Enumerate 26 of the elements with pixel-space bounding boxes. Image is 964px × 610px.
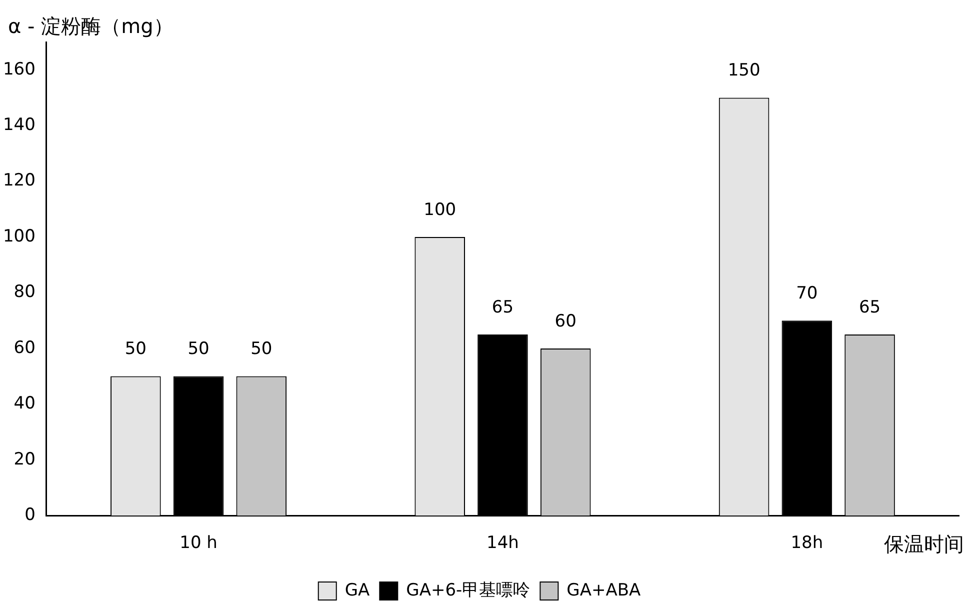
- data-label: 100: [424, 200, 456, 220]
- y-tick-label: 120: [2, 170, 36, 191]
- data-label: 65: [858, 297, 881, 318]
- data-label: 50: [124, 339, 146, 360]
- x-tick-label: 10 h: [180, 533, 218, 554]
- legend-label: GA+6-甲基嘌呤: [406, 580, 530, 600]
- x-tick-label: 18h: [790, 533, 824, 554]
- y-tick-label: 20: [14, 449, 36, 470]
- data-label: 50: [188, 339, 210, 360]
- y-tick-label: 40: [14, 394, 36, 414]
- legend-label: GA: [344, 580, 370, 600]
- y-tick-label: 60: [14, 338, 36, 358]
- y-tick-label: 140: [2, 115, 36, 135]
- data-label: 50: [250, 339, 272, 360]
- y-tick-label: 160: [2, 59, 36, 80]
- x-tick-label: 14h: [486, 533, 519, 554]
- data-label: 150: [728, 60, 760, 81]
- x-axis-title: 保温时间: [884, 532, 964, 556]
- y-tick-label: 0: [24, 505, 36, 526]
- data-label: 65: [492, 297, 514, 318]
- y-tick-label: 80: [14, 282, 36, 302]
- y-axis-title: α - 淀粉酶（mg）: [8, 14, 174, 38]
- data-label: 60: [554, 311, 576, 332]
- y-tick-label: 100: [2, 226, 36, 246]
- legend-label: GA+ABA: [566, 580, 642, 600]
- data-label: 70: [796, 284, 818, 304]
